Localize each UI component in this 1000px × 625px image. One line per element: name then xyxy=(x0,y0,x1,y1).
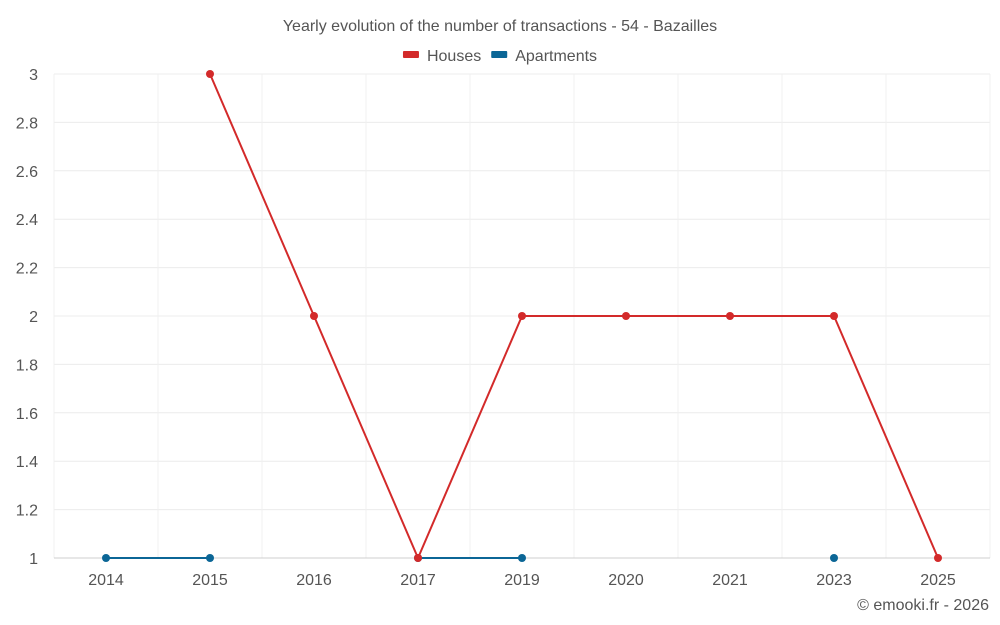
y-tick-label: 2.4 xyxy=(16,212,38,229)
y-axis: 1 1.2 1.4 1.6 1.8 2 2.2 2.4 2.6 2.8 3 xyxy=(16,67,38,568)
data-point-houses[interactable] xyxy=(830,312,838,320)
y-tick-label: 3 xyxy=(29,67,38,84)
legend-item-houses[interactable]: Houses xyxy=(402,48,481,65)
y-tick-label: 2.8 xyxy=(16,115,38,132)
data-point-houses[interactable] xyxy=(206,70,214,78)
data-point-apartments[interactable] xyxy=(518,554,526,562)
legend-label: Apartments xyxy=(515,48,597,65)
data-point-houses[interactable] xyxy=(310,312,318,320)
series-layer xyxy=(102,70,942,562)
data-point-houses[interactable] xyxy=(622,312,630,320)
x-tick-label: 2015 xyxy=(192,572,228,589)
data-point-apartments[interactable] xyxy=(206,554,214,562)
series-line-segment xyxy=(417,315,523,559)
x-axis: 2014 2015 2016 2017 2019 2020 2021 2023 2025 xyxy=(88,572,956,589)
y-tick-label: 1.6 xyxy=(16,406,38,423)
legend-label: Houses xyxy=(427,48,481,65)
legend: Houses Apartments xyxy=(402,48,597,65)
credit-text: © emooki.fr - 2026 xyxy=(857,597,989,614)
y-tick-label: 1.4 xyxy=(16,454,38,471)
legend-swatch xyxy=(402,51,419,58)
series-line-segment xyxy=(209,73,315,317)
x-tick-label: 2019 xyxy=(504,572,540,589)
legend-swatch xyxy=(491,51,508,58)
x-tick-label: 2023 xyxy=(816,572,852,589)
series-line-segment xyxy=(833,315,939,559)
y-tick-label: 2.2 xyxy=(16,261,38,278)
x-tick-label: 2017 xyxy=(400,572,436,589)
x-tick-label: 2021 xyxy=(712,572,748,589)
x-tick-label: 2014 xyxy=(88,572,124,589)
x-tick-label: 2025 xyxy=(920,572,956,589)
chart-title: Yearly evolution of the number of transa… xyxy=(283,18,717,35)
y-tick-label: 2 xyxy=(29,309,38,326)
x-tick-label: 2020 xyxy=(608,572,644,589)
series-line-segment xyxy=(313,315,419,559)
y-tick-label: 1.8 xyxy=(16,357,38,374)
legend-item-apartments[interactable]: Apartments xyxy=(491,48,597,65)
y-tick-label: 1.2 xyxy=(16,503,38,520)
data-point-houses[interactable] xyxy=(934,554,942,562)
data-point-apartments[interactable] xyxy=(102,554,110,562)
x-tick-label: 2016 xyxy=(296,572,332,589)
y-tick-label: 1 xyxy=(29,551,38,568)
data-point-houses[interactable] xyxy=(726,312,734,320)
series-houses xyxy=(206,70,942,562)
y-tick-label: 2.6 xyxy=(16,164,38,181)
data-point-houses[interactable] xyxy=(414,554,422,562)
data-point-houses[interactable] xyxy=(518,312,526,320)
data-point-apartments[interactable] xyxy=(830,554,838,562)
